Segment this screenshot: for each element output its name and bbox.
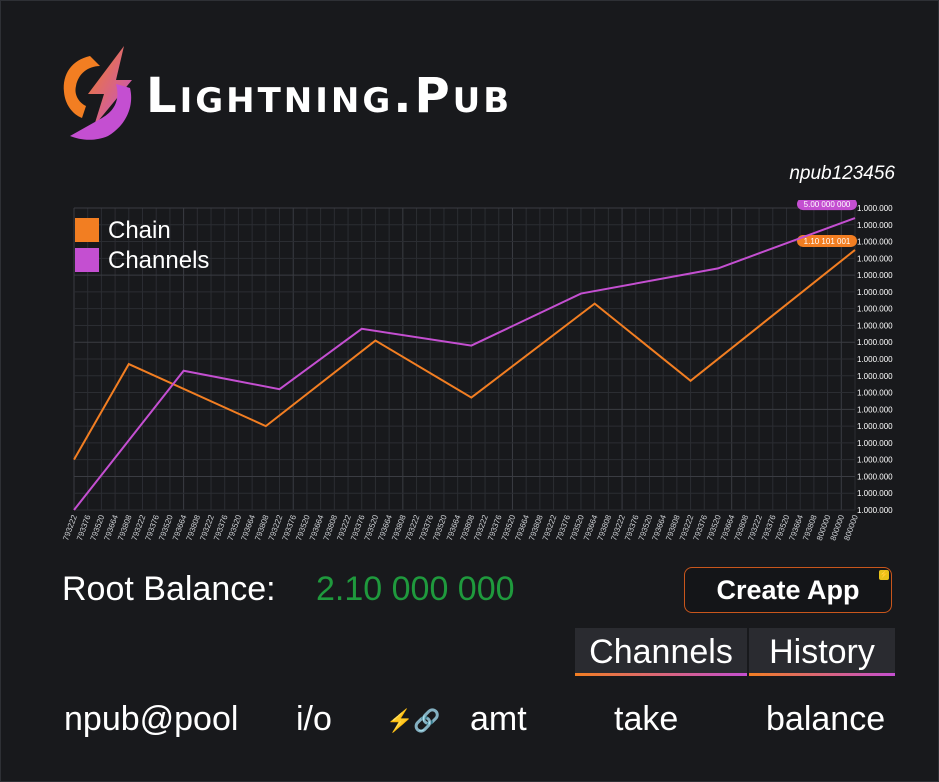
brand-name: Lightning.Pub — [146, 68, 513, 124]
column-header-balance: balance — [766, 700, 886, 738]
y-tick-label: 1.000.000 — [857, 305, 893, 314]
column-header-amt: amt — [470, 700, 527, 738]
user-npub: npub123456 — [789, 163, 895, 184]
column-header-take: take — [614, 700, 679, 738]
y-tick-label: 1.000.000 — [857, 238, 893, 247]
create-app-label: Create App — [716, 574, 860, 605]
y-tick-label: 1.000.000 — [857, 405, 893, 414]
legend-swatch-chain — [75, 218, 99, 242]
column-header-io: i/o — [296, 700, 332, 738]
y-tick-label: 1.000.000 — [857, 271, 893, 280]
y-tick-label: 1.000.000 — [857, 506, 893, 515]
y-tick-label: 1.000.000 — [857, 338, 893, 347]
y-tick-label: 1.000.000 — [857, 439, 893, 448]
balance-chart: 1.000.000 1.000.000 1.000.000 1.000.000 1.00… — [61, 200, 893, 542]
series-end-label-chain: 1.10 101 001 — [804, 237, 851, 246]
column-header-lightning-chain-icon: ⚡🔗 — [386, 708, 441, 733]
y-tick-label: 1.000.000 — [857, 472, 893, 481]
root-balance-label: Root Balance: — [62, 570, 276, 608]
tab-channels-label: Channels — [589, 632, 733, 671]
series-end-label-channels: 5.00 000 000 — [804, 200, 851, 209]
series-line-chain — [73, 249, 856, 461]
tab-channels[interactable]: Channels — [575, 628, 747, 676]
legend-swatch-channels — [75, 248, 99, 272]
create-app-button[interactable]: Create App ⚡ — [684, 567, 892, 613]
column-header-npub: npub@pool — [64, 700, 239, 738]
legend-label-chain: Chain — [108, 217, 171, 244]
y-tick-label: 1.000.000 — [857, 372, 893, 381]
y-tick-label: 1.000.000 — [857, 254, 893, 263]
tab-history-label: History — [769, 632, 875, 671]
lightning-badge-icon: ⚡ — [879, 570, 889, 580]
y-tick-label: 1.000.000 — [857, 204, 893, 213]
root-balance-value: 2.10 000 000 — [316, 570, 515, 608]
y-tick-label: 1.000.000 — [857, 288, 893, 297]
series-line-channels — [73, 217, 856, 511]
lightning-logo-icon — [63, 46, 132, 140]
tab-history[interactable]: History — [749, 628, 895, 676]
y-tick-label: 1.000.000 — [857, 489, 893, 498]
y-tick-label: 1.000.000 — [857, 221, 893, 230]
legend-label-channels: Channels — [108, 247, 209, 274]
y-tick-label: 1.000.000 — [857, 321, 893, 330]
series-end-badge-chain — [797, 234, 857, 247]
y-tick-label: 1.000.000 — [857, 355, 893, 364]
series-end-badge-channels — [797, 200, 857, 211]
brand-logo: Lightning.Pub — [58, 44, 738, 144]
y-tick-label: 1.000.000 — [857, 389, 893, 398]
y-tick-label: 1.000.000 — [857, 456, 893, 465]
y-tick-label: 1.000.000 — [857, 422, 893, 431]
